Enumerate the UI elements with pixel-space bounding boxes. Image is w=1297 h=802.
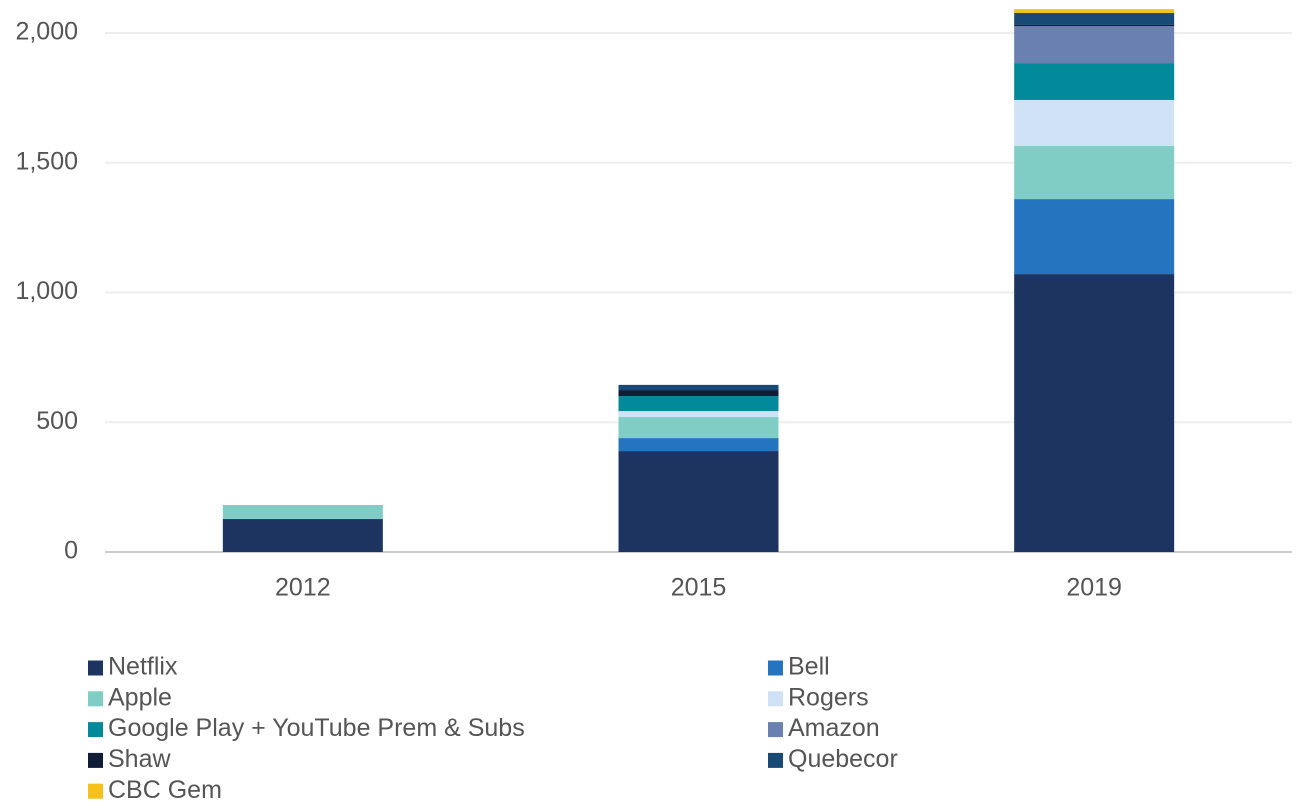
y-tick-label: 500 xyxy=(36,407,78,435)
bar-segment xyxy=(1014,13,1175,25)
x-tick-label: 2019 xyxy=(1066,574,1122,602)
bar-segment xyxy=(618,451,779,552)
legend-swatch xyxy=(768,752,783,768)
legend-label: Google Play + YouTube Prem & Subs xyxy=(108,714,525,742)
legend-swatch xyxy=(768,722,783,738)
legend-swatch xyxy=(88,660,103,676)
legend-label: CBC Gem xyxy=(108,776,222,802)
y-tick-label: 2,000 xyxy=(15,18,78,46)
legend-label: Apple xyxy=(108,683,172,711)
x-tick-label: 2012 xyxy=(275,574,331,602)
bar-segment xyxy=(1014,25,1175,64)
legend-label: Bell xyxy=(788,653,830,681)
bar-segment xyxy=(618,438,779,452)
bar-segment xyxy=(618,417,779,439)
y-tick-label: 0 xyxy=(64,537,78,565)
x-tick-label: 2015 xyxy=(671,574,727,602)
bar-segment xyxy=(1014,24,1175,26)
bar-segment xyxy=(1014,145,1175,200)
legend-swatch xyxy=(88,783,103,799)
legend-label: Quebecor xyxy=(788,745,898,773)
legend-swatch xyxy=(88,752,103,768)
legend-swatch xyxy=(88,691,103,707)
bar-segment xyxy=(618,384,779,391)
bar-segment xyxy=(618,411,779,418)
legend-label: Amazon xyxy=(788,714,880,742)
bar-segment xyxy=(222,505,383,520)
bar-segment xyxy=(1014,199,1175,275)
bar-segment xyxy=(1014,99,1175,146)
legend-label: Shaw xyxy=(108,745,171,773)
bar-segment xyxy=(1014,274,1175,552)
bar-segment xyxy=(222,519,383,552)
bar-segment xyxy=(618,390,779,397)
legend-swatch xyxy=(88,722,103,738)
y-tick-label: 1,500 xyxy=(15,147,78,175)
bar-segment xyxy=(618,396,779,412)
legend-label: Netflix xyxy=(108,653,178,681)
y-tick-label: 1,000 xyxy=(15,277,78,305)
bar-segment xyxy=(1014,9,1175,14)
legend-swatch xyxy=(768,660,783,676)
legend-swatch xyxy=(768,691,783,707)
bar-segment xyxy=(1014,63,1175,100)
legend-label: Rogers xyxy=(788,683,869,711)
